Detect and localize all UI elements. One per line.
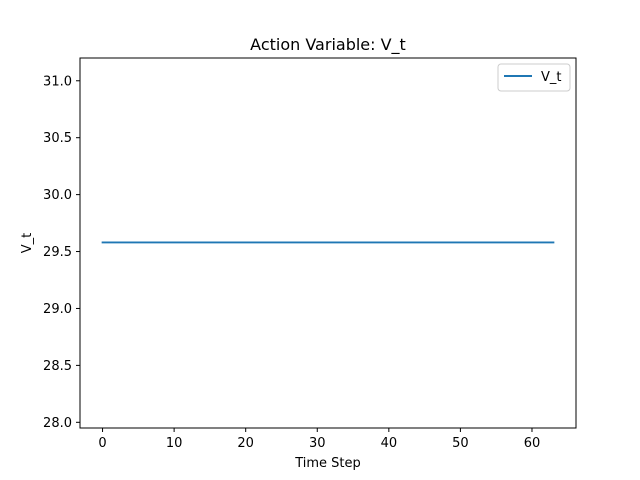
y-axis-title: V_t	[20, 233, 35, 254]
plot-area: 0 10 20 30 40 50 60 28.0 28.5 29.0 29.5 30.0 30.5 31…	[43, 57, 577, 451]
x-tick-label: 0	[98, 436, 106, 451]
y-tick-label: 31.0	[43, 74, 72, 89]
legend: V_t	[497, 63, 571, 92]
y-tick-label: 28.0	[43, 416, 72, 431]
y-axis-ticks: 28.0 28.5 29.0 29.5 30.0 30.5 31.0	[43, 74, 80, 431]
y-tick-label: 29.0	[43, 302, 72, 317]
x-axis-title: Time Step	[294, 456, 361, 471]
y-tick-label: 30.0	[43, 188, 72, 203]
y-tick-label: 28.5	[43, 359, 72, 374]
x-tick-label: 10	[166, 436, 183, 451]
x-tick-label: 30	[309, 436, 326, 451]
x-tick-label: 60	[524, 436, 541, 451]
x-tick-label: 50	[452, 436, 469, 451]
chart-title: Action Variable: V_t	[250, 35, 406, 55]
legend-label-v-t: V_t	[541, 70, 562, 85]
x-axis-ticks: 0 10 20 30 40 50 60	[98, 428, 540, 451]
y-tick-label: 30.5	[43, 131, 72, 146]
legend-box	[497, 63, 571, 92]
x-tick-label: 40	[381, 436, 398, 451]
x-tick-label: 20	[237, 436, 254, 451]
y-tick-label: 29.5	[43, 245, 72, 260]
